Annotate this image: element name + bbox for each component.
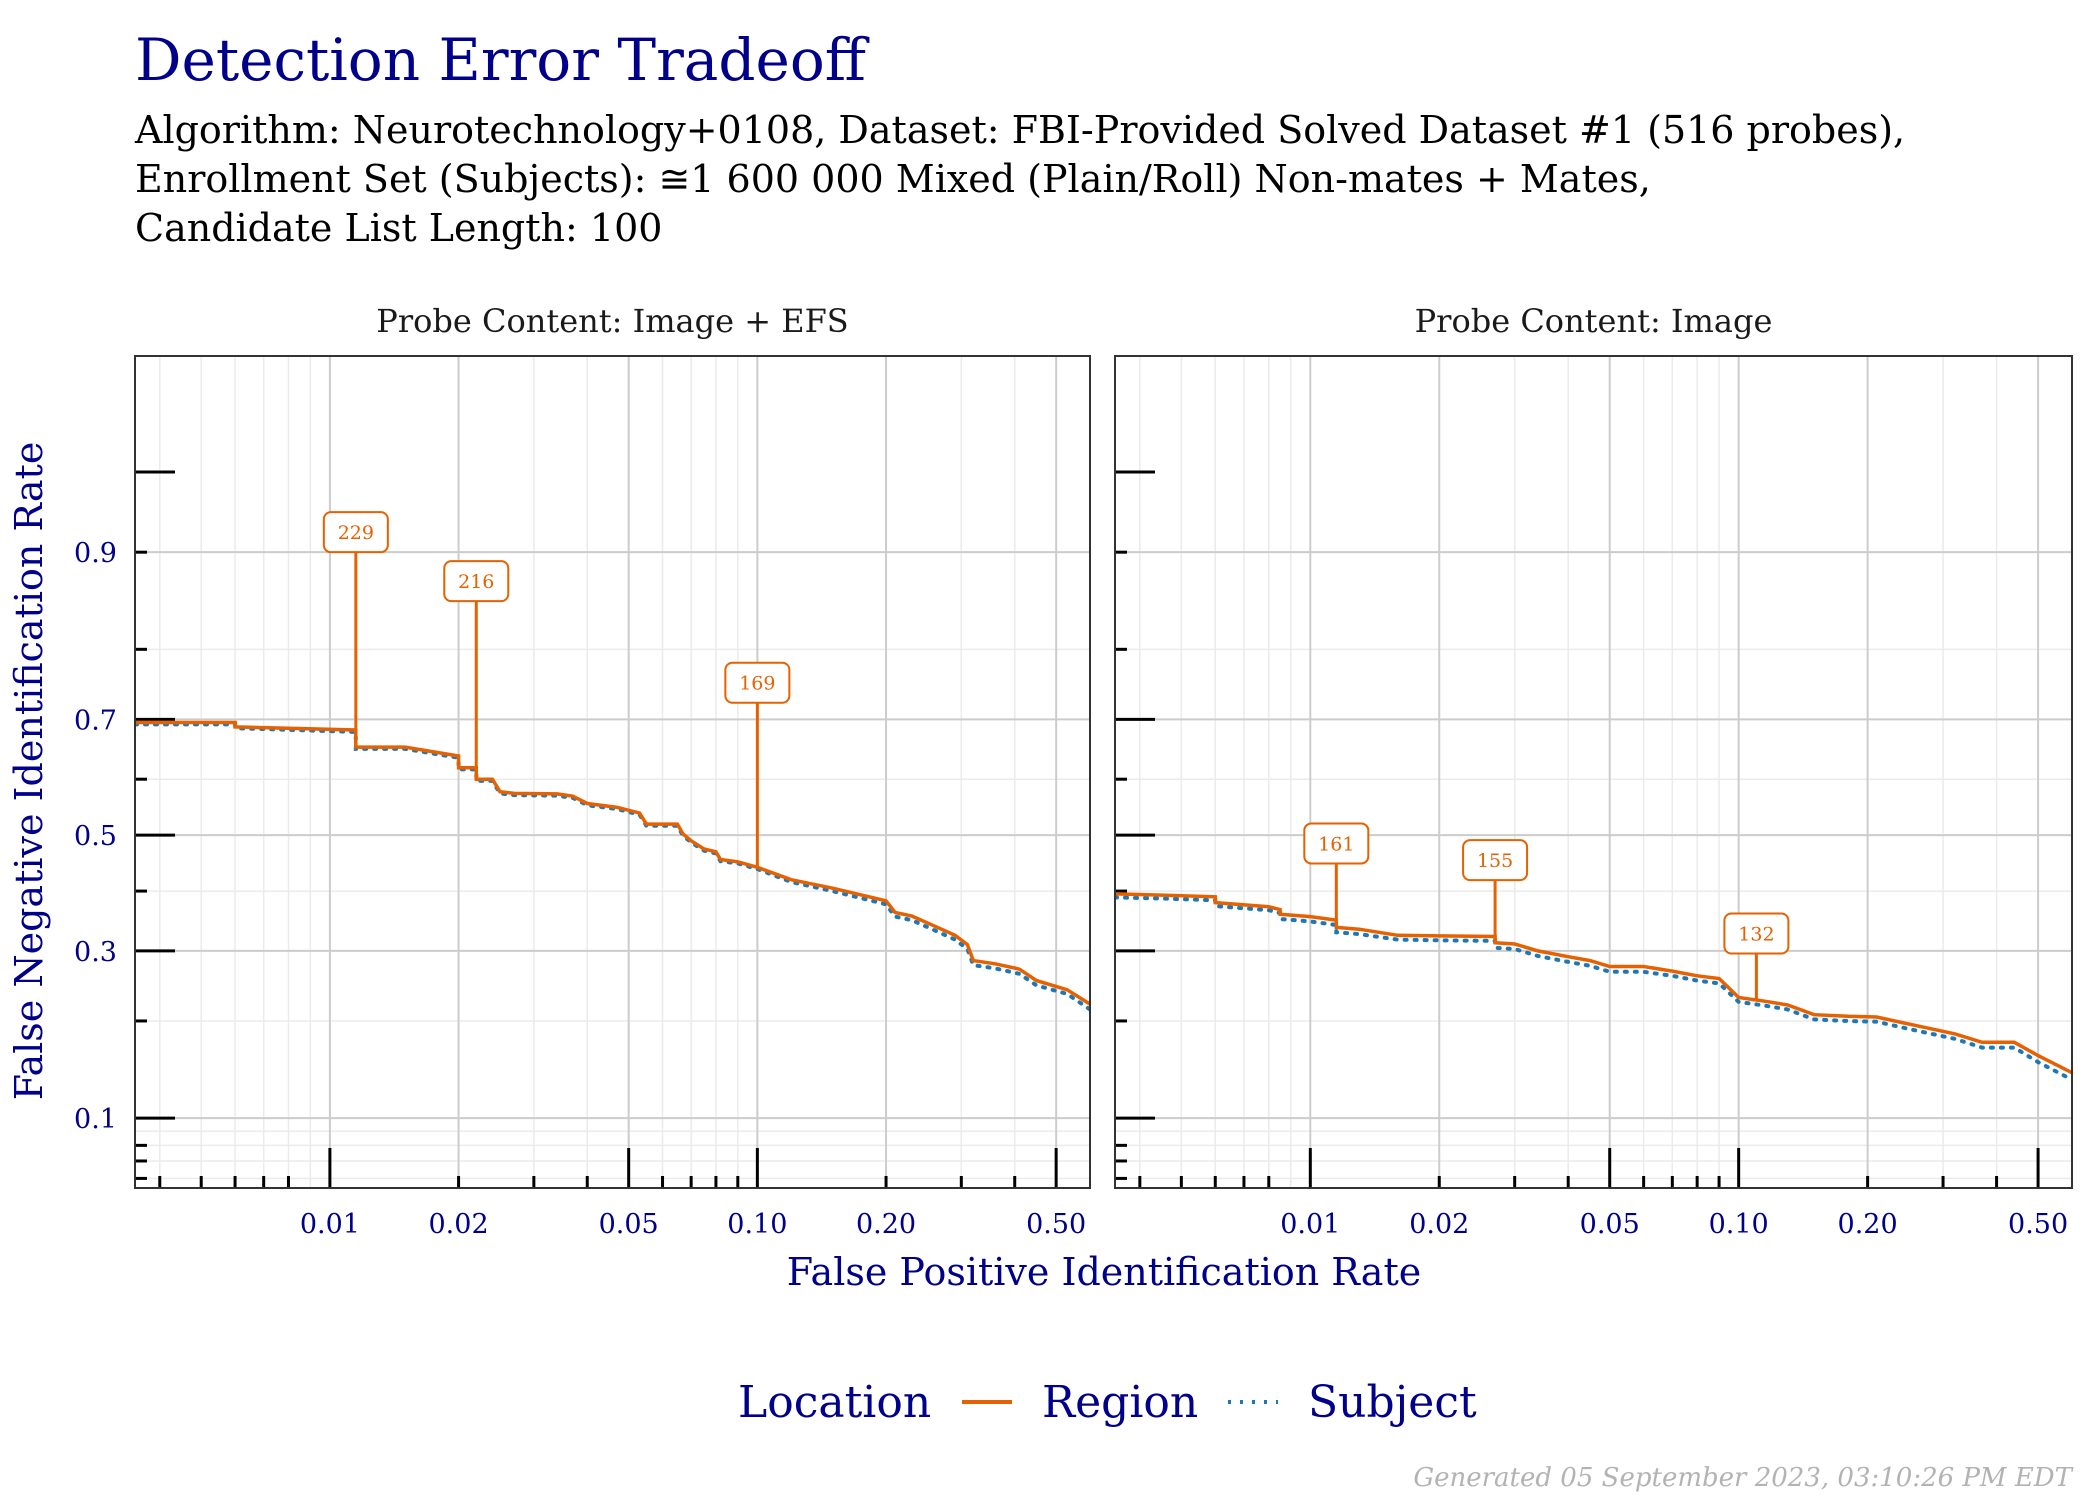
annotation-box — [1462, 839, 1529, 882]
annotation-box — [1723, 912, 1790, 955]
annotation-label: 216 — [458, 571, 494, 593]
y-tick-label: 0.7 — [74, 705, 117, 736]
x-tick-label: 0.02 — [1409, 1209, 1469, 1240]
facet-panels: Probe Content: Image + EFS 229 216 169 0.01 0… — [74, 302, 2073, 1240]
annotation-callout: 132 — [1723, 912, 1790, 1002]
series-group — [1115, 892, 2072, 1082]
annotation-label: 169 — [739, 673, 775, 695]
panel-border — [134, 355, 1091, 1189]
x-axis-label: False Positive Identification Rate — [787, 1250, 1421, 1294]
subtitle-line-1: Algorithm: Neurotechnology+0108, Dataset… — [134, 108, 1905, 152]
x-tick-label: 0.02 — [429, 1209, 489, 1240]
series-line-region — [1115, 892, 2072, 1075]
annotation-label: 229 — [338, 522, 374, 544]
annotation-callout: 229 — [322, 511, 389, 748]
annotation-box — [724, 661, 791, 704]
annotation-label: 132 — [1738, 923, 1774, 945]
legend-label-region: Region — [1042, 1377, 1198, 1428]
y-tick-label: 0.1 — [74, 1104, 117, 1135]
legend: Location Region Subject — [738, 1377, 1477, 1428]
annotation-callout: 169 — [724, 661, 791, 868]
annotation-label: 161 — [1318, 833, 1354, 855]
subtitle-line-2: Enrollment Set (Subjects): ≅1 600 000 Mi… — [135, 157, 1651, 201]
annotation-label: 155 — [1477, 850, 1513, 872]
subtitle-line-3: Candidate List Length: 100 — [135, 206, 662, 250]
panel-2: Probe Content: Image 161 155 132 0.01 0.02 0.0… — [1114, 302, 2073, 1240]
x-tick-label: 0.50 — [2008, 1209, 2068, 1240]
y-tick-label: 0.5 — [74, 821, 117, 852]
legend-label-subject: Subject — [1308, 1377, 1477, 1428]
x-tick-label: 0.10 — [727, 1209, 787, 1240]
y-tick-label: 0.3 — [74, 937, 117, 968]
generated-caption: Generated 05 September 2023, 03:10:26 PM… — [1413, 1463, 2073, 1493]
series-line-subject — [135, 722, 1090, 1012]
annotation-callout: 161 — [1303, 822, 1370, 928]
panel-1: Probe Content: Image + EFS 229 216 169 0.01 0… — [74, 302, 1091, 1240]
annotation-callout: 216 — [443, 560, 510, 780]
legend-title: Location — [738, 1377, 931, 1428]
x-tick-label: 0.20 — [1838, 1209, 1898, 1240]
x-tick-label: 0.01 — [300, 1209, 360, 1240]
y-tick-label: 0.9 — [74, 538, 117, 569]
panel-strip-title: Probe Content: Image — [1415, 302, 1773, 340]
panel-strip-title: Probe Content: Image + EFS — [376, 302, 848, 340]
annotation-box — [443, 560, 510, 603]
annotation-box — [1303, 822, 1370, 865]
annotation-box — [322, 511, 389, 554]
annotation-callout: 155 — [1462, 839, 1529, 943]
series-line-region — [135, 720, 1090, 1006]
x-tick-label: 0.05 — [599, 1209, 659, 1240]
series-line-subject — [1115, 895, 2072, 1082]
panel-border — [1114, 355, 2073, 1189]
chart-title: Detection Error Tradeoff — [135, 26, 870, 94]
x-tick-label: 0.01 — [1280, 1209, 1340, 1240]
x-tick-label: 0.10 — [1709, 1209, 1769, 1240]
y-axis-label: False Negative Identification Rate — [7, 442, 51, 1101]
x-tick-label: 0.05 — [1580, 1209, 1640, 1240]
series-group — [135, 720, 1090, 1012]
x-tick-label: 0.20 — [856, 1209, 916, 1240]
x-tick-label: 0.50 — [1026, 1209, 1086, 1240]
